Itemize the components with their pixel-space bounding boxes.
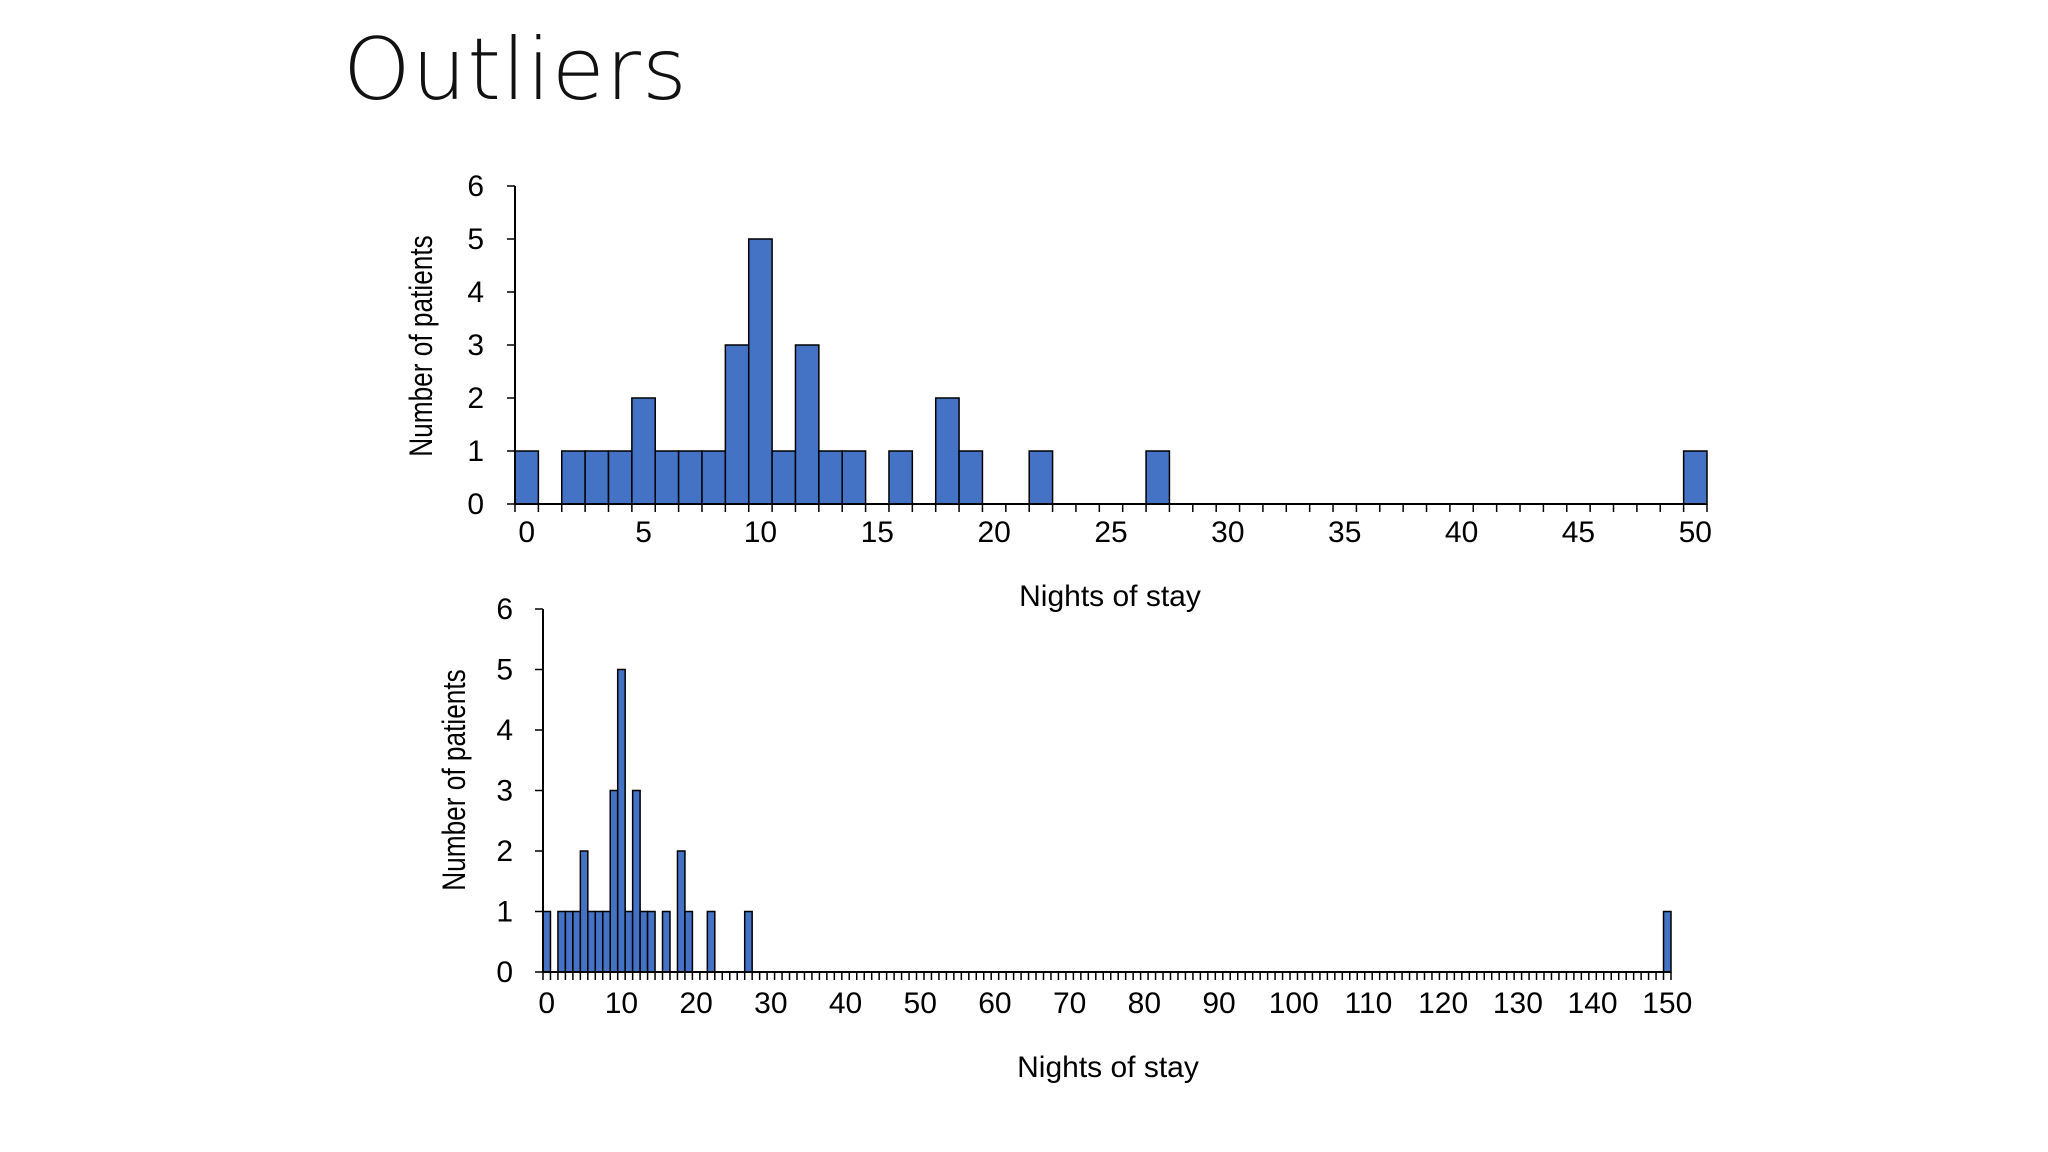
histogram-bar: [602, 910, 611, 973]
histogram-bar: [594, 910, 604, 973]
x-tick-label: 60: [978, 987, 1011, 1020]
histogram-bottom-bars: [542, 668, 1672, 973]
histogram-bar: [514, 450, 540, 505]
x-tick-label: 140: [1568, 987, 1618, 1020]
x-tick-label: 35: [1328, 516, 1361, 549]
x-tick-label: 120: [1418, 987, 1468, 1020]
histogram-bar: [684, 910, 694, 973]
x-tick-label: 10: [744, 516, 777, 549]
histogram-bar: [609, 789, 619, 973]
y-tick-label: 0: [496, 956, 513, 989]
x-tick-label: 80: [1128, 987, 1161, 1020]
x-tick-label: 30: [754, 987, 787, 1020]
histogram-top-y-axis-title: Number of patients: [405, 235, 440, 457]
histogram-bar: [654, 450, 680, 505]
x-tick-label: 90: [1202, 987, 1235, 1020]
histogram-bar: [1145, 450, 1171, 505]
histogram-bar: [564, 910, 574, 973]
histogram-bar: [958, 450, 984, 505]
x-tick-label: 150: [1642, 987, 1692, 1020]
histogram-bottom-y-axis-title: Number of patients: [438, 669, 473, 891]
x-tick-label: 0: [538, 987, 555, 1020]
x-tick-label: 30: [1211, 516, 1244, 549]
histogram-bar: [557, 910, 567, 973]
histogram-bar: [661, 910, 671, 973]
histogram-bar: [579, 850, 589, 973]
histogram-bar: [631, 397, 656, 505]
histogram-bar: [646, 910, 656, 973]
y-tick-label: 3: [496, 775, 513, 808]
histogram-bar: [676, 850, 686, 973]
histogram-bar: [560, 450, 586, 505]
histogram-bar: [587, 910, 597, 973]
histogram-bar: [706, 910, 716, 973]
x-tick-label: 40: [829, 987, 862, 1020]
histogram-bar: [771, 450, 797, 505]
histogram-bottom: 0 10 20 30 40 50 60 70 80 90 100 110 120 130 140 150 0 1 2…: [438, 593, 1693, 1084]
histogram-top-x-axis-title: Nights of stay: [1019, 580, 1201, 613]
y-tick-label: 3: [467, 329, 484, 362]
histogram-bar: [607, 450, 633, 505]
histogram-bar: [1682, 450, 1708, 505]
histogram-bar: [639, 910, 649, 973]
x-tick-label: 130: [1493, 987, 1543, 1020]
histogram-bar: [724, 344, 750, 505]
slide-title: Outliers: [343, 20, 688, 120]
histogram-bar: [743, 910, 753, 973]
histogram-bar: [624, 910, 634, 973]
histogram-bar: [934, 397, 960, 505]
y-tick-label: 2: [496, 835, 513, 868]
histogram-top-bars: [514, 238, 1708, 505]
y-tick-label: 1: [467, 435, 484, 468]
y-tick-label: 2: [467, 382, 484, 415]
x-tick-label: 100: [1269, 987, 1319, 1020]
histogram-bar: [747, 238, 773, 505]
x-tick-label: 40: [1445, 516, 1478, 549]
histogram-bar: [572, 910, 582, 973]
x-tick-label: 70: [1053, 987, 1086, 1020]
y-tick-label: 0: [467, 488, 484, 521]
histogram-bar: [841, 450, 867, 505]
x-tick-label: 10: [605, 987, 638, 1020]
histogram-bar: [818, 450, 843, 505]
histogram-bar: [1662, 910, 1672, 973]
histogram-bar: [631, 789, 641, 973]
y-tick-label: 5: [496, 654, 513, 687]
x-tick-label: 20: [977, 516, 1010, 549]
y-tick-label: 1: [496, 896, 513, 929]
histogram-bar: [542, 910, 552, 973]
histogram-bar: [794, 344, 820, 505]
histogram-bar: [584, 450, 610, 505]
x-tick-label: 20: [679, 987, 712, 1020]
x-tick-label: 110: [1345, 987, 1393, 1020]
histogram-bottom-axes: 0 10 20 30 40 50 60 70 80 90 100 110 120 130 140 150 0 1 2…: [496, 593, 1692, 1020]
x-tick-label: 50: [1679, 516, 1712, 549]
y-tick-label: 5: [467, 223, 484, 256]
y-tick-label: 4: [467, 276, 484, 309]
y-tick-label: 6: [467, 170, 484, 203]
x-tick-label: 5: [635, 516, 652, 549]
histogram-bottom-x-axis-title: Nights of stay: [1017, 1051, 1199, 1084]
y-tick-label: 4: [496, 714, 513, 747]
y-tick-label: 6: [496, 593, 513, 626]
x-tick-label: 45: [1562, 516, 1595, 549]
x-tick-label: 25: [1094, 516, 1127, 549]
x-tick-label: 50: [904, 987, 937, 1020]
histogram-bar: [888, 450, 914, 505]
histogram-bar: [701, 450, 727, 505]
histogram-bar: [677, 450, 703, 505]
x-tick-label: 15: [861, 516, 894, 549]
x-tick-label: 0: [518, 516, 535, 549]
histogram-bar: [1028, 450, 1054, 505]
histogram-bar: [616, 668, 626, 973]
